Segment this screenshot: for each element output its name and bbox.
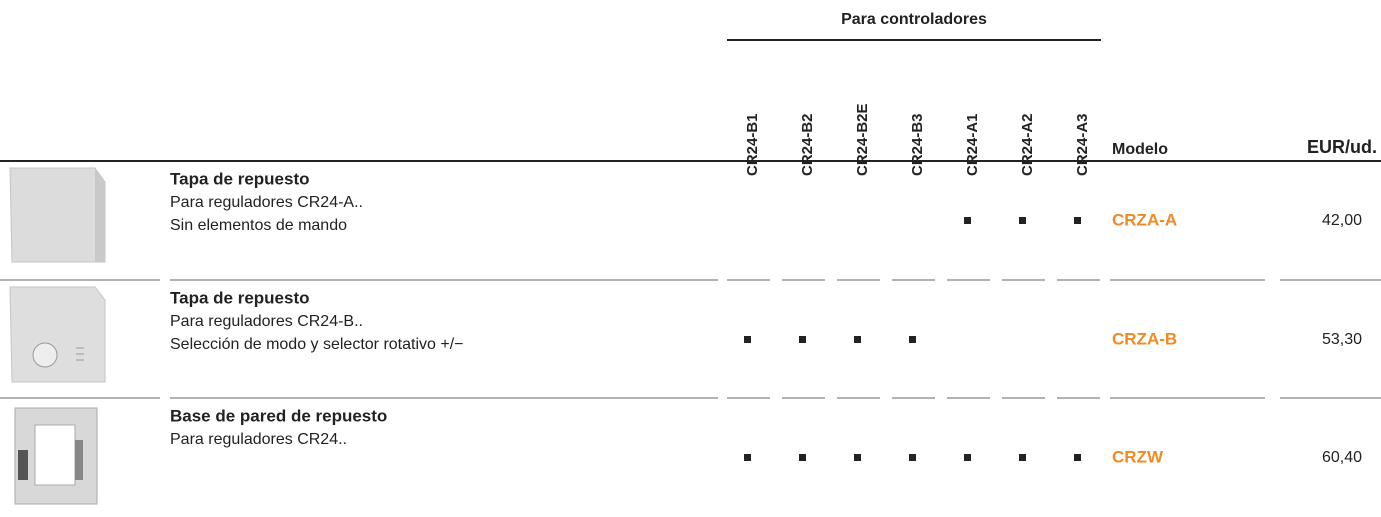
model-code: CRZW <box>1112 447 1164 466</box>
price: 53,30 <box>1322 331 1362 348</box>
compat-mark <box>1019 454 1026 461</box>
compat-mark <box>1074 217 1081 224</box>
compat-mark <box>964 217 971 224</box>
row-description: Para reguladores CR24-A.. <box>170 194 363 211</box>
product-image <box>9 286 106 383</box>
model-header: Modelo <box>1112 141 1168 158</box>
row-description: Selección de modo y selector rotativo +/… <box>170 336 464 353</box>
column-header: CR24-B1 <box>744 113 761 176</box>
row-title: Tapa de repuesto <box>170 288 310 307</box>
compat-mark <box>744 336 751 343</box>
price: 42,00 <box>1322 212 1362 229</box>
model-code: CRZA-B <box>1112 329 1177 348</box>
product-image <box>14 407 98 505</box>
column-header: CR24-A3 <box>1074 113 1091 176</box>
price-header: EUR/ud. <box>1307 137 1377 157</box>
column-header: CR24-A2 <box>1019 113 1036 176</box>
model-code: CRZA-A <box>1112 210 1177 229</box>
compat-mark <box>799 336 806 343</box>
compat-mark <box>1019 217 1026 224</box>
compat-mark <box>854 454 861 461</box>
row-title: Base de pared de repuesto <box>170 406 387 425</box>
compat-mark <box>909 336 916 343</box>
price: 60,40 <box>1322 449 1362 466</box>
compat-mark <box>799 454 806 461</box>
compat-mark <box>909 454 916 461</box>
group-header: Para controladores <box>841 11 987 28</box>
compat-mark <box>744 454 751 461</box>
row-description: Para reguladores CR24.. <box>170 431 347 448</box>
row-description: Para reguladores CR24-B.. <box>170 313 363 330</box>
row-title: Tapa de repuesto <box>170 169 310 188</box>
compat-mark <box>854 336 861 343</box>
compat-mark <box>964 454 971 461</box>
product-image <box>9 167 106 263</box>
column-header: CR24-A1 <box>964 113 981 176</box>
column-header: CR24-B3 <box>909 113 926 176</box>
compat-mark <box>1074 454 1081 461</box>
row-description: Sin elementos de mando <box>170 217 347 234</box>
column-header: CR24-B2E <box>854 103 871 176</box>
column-header: CR24-B2 <box>799 113 816 176</box>
